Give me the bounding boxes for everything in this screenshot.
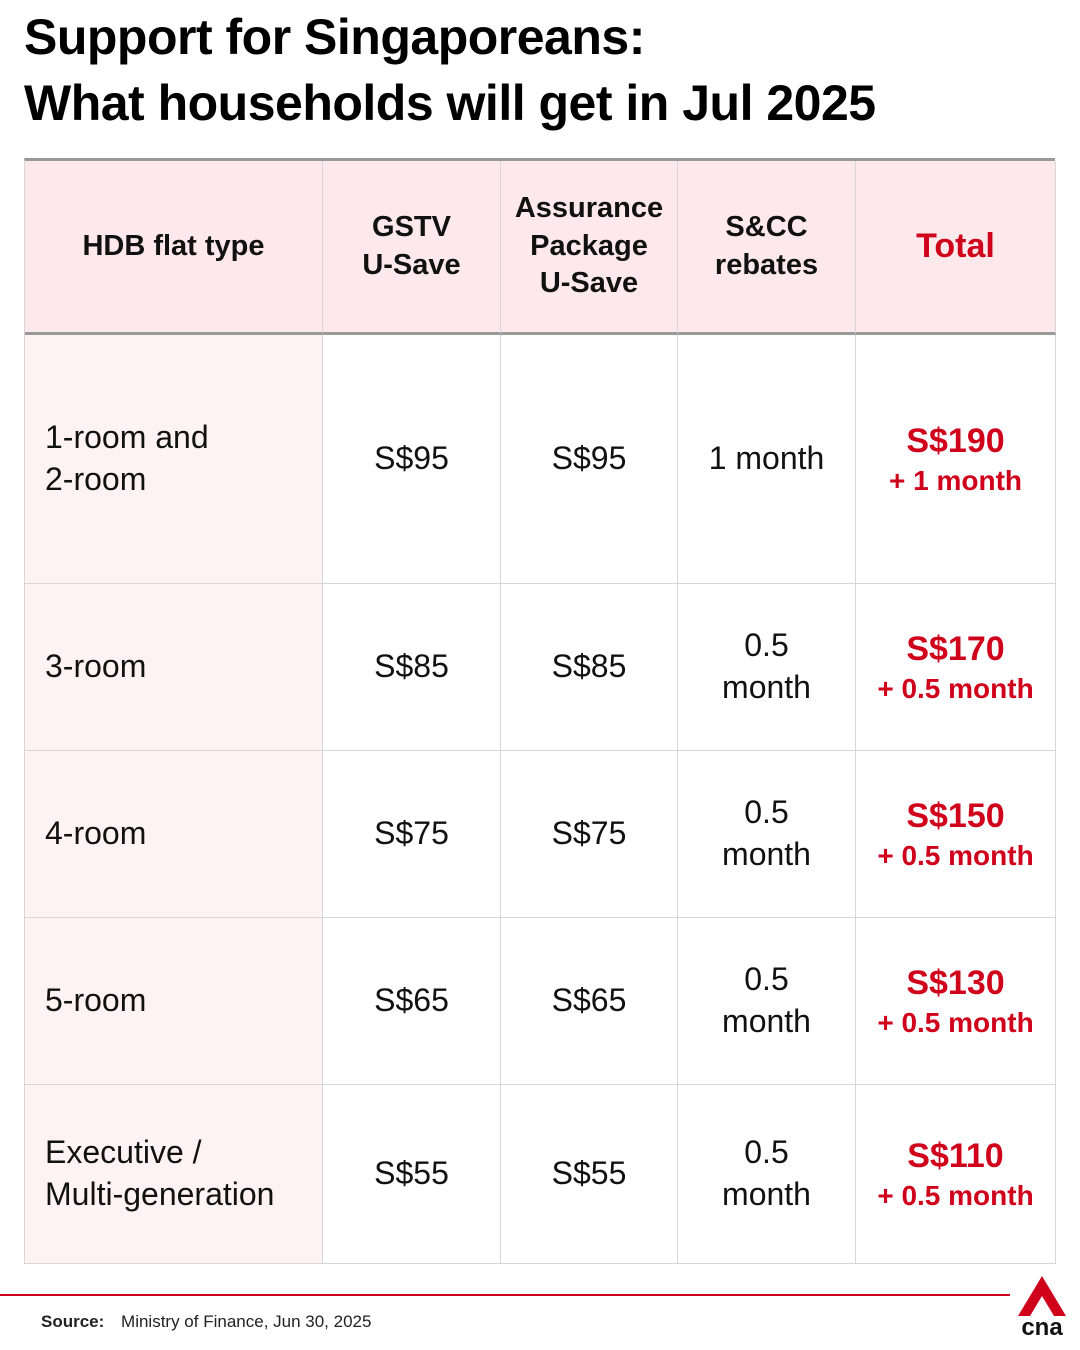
table-cell: S$85 bbox=[323, 584, 501, 751]
cell-text: S$85 bbox=[551, 648, 627, 685]
logo-mark bbox=[1018, 1276, 1066, 1316]
header-cell: GSTV U-Save bbox=[323, 161, 501, 335]
cell-text: month bbox=[722, 1003, 811, 1039]
cell-text: 0.5 bbox=[744, 627, 789, 664]
cell-text: month bbox=[722, 1176, 811, 1212]
cell-text: S$65 bbox=[551, 982, 627, 1019]
cell-text: + 0.5 month bbox=[877, 1179, 1034, 1211]
table-cell: 0.5 month bbox=[678, 1085, 856, 1264]
cell-text: U-Save bbox=[362, 248, 461, 281]
table-cell: S$55 bbox=[323, 1085, 501, 1264]
cell-text: Executive / bbox=[45, 1134, 202, 1171]
header-cell: S&CC rebates bbox=[678, 161, 856, 335]
cell-text: S$110 bbox=[907, 1136, 1004, 1175]
cell-text: Assurance bbox=[514, 191, 664, 224]
logo: cna bbox=[1018, 1276, 1066, 1341]
table-cell: 0.5 month bbox=[678, 751, 856, 918]
header-cell: Assurance Package U-Save bbox=[501, 161, 678, 335]
table-cell: 0.5 month bbox=[678, 584, 856, 751]
title-line: Support for Singaporeans: bbox=[24, 9, 645, 65]
cell-text: 2-room bbox=[45, 461, 147, 497]
total-cell: S$170 + 0.5 month bbox=[856, 584, 1056, 751]
table-cell: 4-room bbox=[25, 751, 323, 918]
table: HDB flat type GSTV U-Save Assurance Package U… bbox=[24, 158, 1056, 1264]
cell-text: 5-room bbox=[45, 982, 147, 1019]
cell-text: + 1 month bbox=[888, 464, 1022, 496]
cell-text: S$55 bbox=[551, 1155, 627, 1192]
cell-text: 0.5 bbox=[744, 961, 789, 998]
footer-rule bbox=[0, 1294, 1010, 1296]
table-cell: S$65 bbox=[323, 918, 501, 1085]
source-text: Ministry of Finance, Jun 30, 2025 bbox=[121, 1312, 372, 1331]
table-cell: S$65 bbox=[501, 918, 678, 1085]
cell-text: Total bbox=[916, 227, 995, 266]
cell-text: U-Save bbox=[539, 267, 639, 300]
cell-text: S$190 bbox=[906, 421, 1005, 460]
title-line: What households will get in Jul 2025 bbox=[24, 75, 876, 131]
table-cell: 0.5 month bbox=[678, 918, 856, 1085]
cell-text: + 0.5 month bbox=[877, 839, 1034, 871]
total-cell: S$130 + 0.5 month bbox=[856, 918, 1056, 1085]
table-cell: S$95 bbox=[323, 335, 501, 584]
cell-text: Package bbox=[530, 229, 648, 262]
total-cell: S$150 + 0.5 month bbox=[856, 751, 1056, 918]
logo-text: cna bbox=[1021, 1314, 1063, 1341]
cell-text: + 0.5 month bbox=[877, 672, 1034, 704]
table-cell: S$95 bbox=[501, 335, 678, 584]
source: Source: Ministry of Finance, Jun 30, 202… bbox=[41, 1312, 371, 1332]
cell-text: 0.5 bbox=[744, 1134, 789, 1171]
cell-text: S$65 bbox=[374, 982, 449, 1019]
cell-text: S&CC bbox=[725, 210, 808, 243]
cell-text: S$75 bbox=[374, 815, 449, 852]
header-cell: HDB flat type bbox=[25, 161, 323, 335]
table-cell: 3-room bbox=[25, 584, 323, 751]
table-cell: S$55 bbox=[501, 1085, 678, 1264]
cell-text: rebates bbox=[714, 248, 819, 281]
cell-text: S$95 bbox=[374, 440, 449, 477]
source-label: Source: bbox=[41, 1312, 105, 1331]
cell-text: 1 month bbox=[708, 440, 825, 477]
total-cell: S$110 + 0.5 month bbox=[856, 1085, 1056, 1264]
cell-text: GSTV bbox=[372, 210, 451, 243]
total-cell: S$190 + 1 month bbox=[856, 335, 1056, 584]
header-cell: Total bbox=[856, 161, 1056, 335]
cell-text: 4-room bbox=[45, 815, 147, 852]
table-cell: 1-room and 2-room bbox=[25, 335, 323, 584]
table-cell: Executive / Multi-generation bbox=[25, 1085, 323, 1264]
cell-text: 3-room bbox=[45, 648, 147, 685]
cell-text: + 0.5 month bbox=[877, 1006, 1034, 1038]
cell-text: S$85 bbox=[374, 648, 449, 685]
table-cell: 5-room bbox=[25, 918, 323, 1085]
cell-text: S$95 bbox=[551, 440, 627, 477]
cell-text: S$170 bbox=[906, 629, 1005, 668]
cell-text: 1-room and bbox=[45, 419, 209, 456]
table-cell: 1 month bbox=[678, 335, 856, 584]
table-cell: S$75 bbox=[501, 751, 678, 918]
cell-text: month bbox=[722, 669, 811, 705]
cell-text: month bbox=[722, 836, 811, 872]
table-cell: S$85 bbox=[501, 584, 678, 751]
cell-text: S$130 bbox=[906, 963, 1005, 1002]
table-cell: S$75 bbox=[323, 751, 501, 918]
cell-text: 0.5 bbox=[744, 794, 789, 831]
cell-text: Multi-generation bbox=[45, 1176, 275, 1212]
cell-text: S$75 bbox=[551, 815, 627, 852]
cell-text: S$150 bbox=[906, 796, 1005, 835]
cell-text: HDB flat type bbox=[82, 229, 265, 262]
cell-text: S$55 bbox=[374, 1155, 449, 1192]
